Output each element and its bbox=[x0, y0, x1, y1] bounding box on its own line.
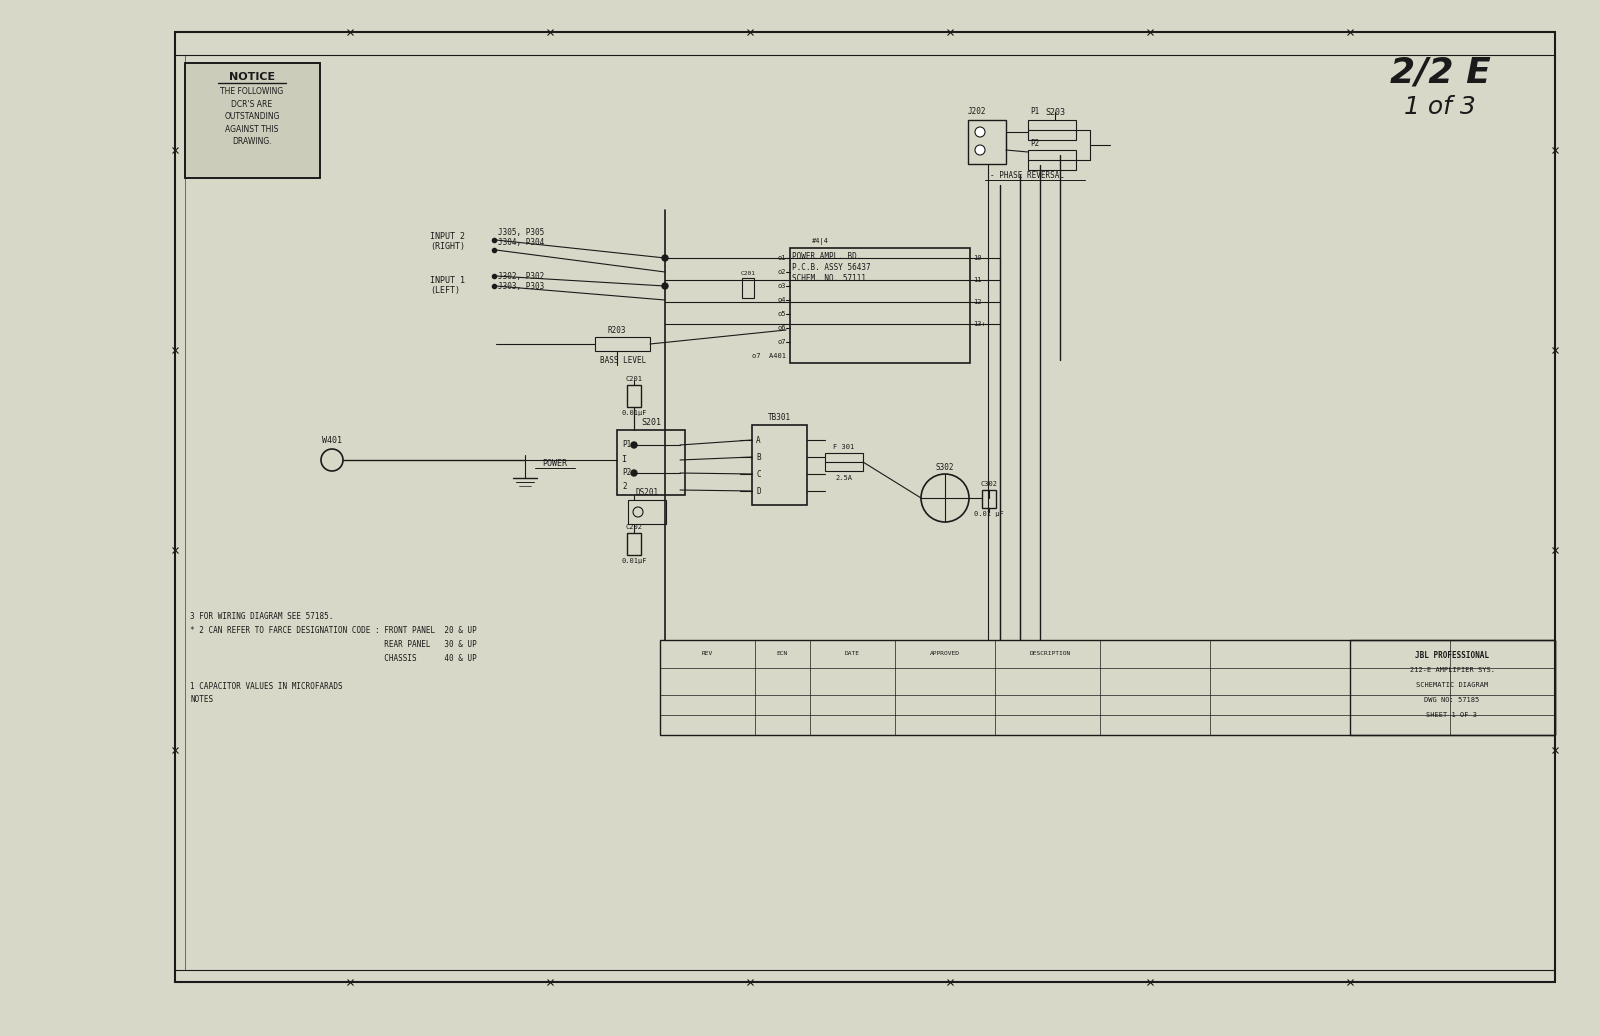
Text: 2.5A: 2.5A bbox=[835, 474, 853, 481]
Bar bbox=[742, 278, 754, 298]
Text: 12: 12 bbox=[973, 299, 981, 305]
Text: I: I bbox=[621, 455, 627, 464]
Text: JBL PROFESSIONAL: JBL PROFESSIONAL bbox=[1414, 651, 1490, 660]
Text: o2: o2 bbox=[778, 269, 786, 275]
Text: J304, P304: J304, P304 bbox=[498, 238, 544, 247]
Circle shape bbox=[662, 283, 669, 289]
Text: P2: P2 bbox=[622, 468, 632, 477]
Text: 13+: 13+ bbox=[973, 321, 986, 327]
Bar bbox=[1027, 150, 1075, 170]
Text: S203: S203 bbox=[1045, 108, 1066, 117]
Text: REV: REV bbox=[701, 651, 712, 656]
Text: THE FOLLOWING
DCR'S ARE
OUTSTANDING
AGAINST THIS
DRAWING.: THE FOLLOWING DCR'S ARE OUTSTANDING AGAI… bbox=[221, 87, 283, 146]
Bar bbox=[1350, 640, 1555, 735]
Text: POWER: POWER bbox=[542, 459, 568, 467]
Bar bbox=[968, 120, 1006, 164]
Bar bbox=[752, 425, 806, 505]
Text: S201: S201 bbox=[642, 418, 661, 427]
Text: C201: C201 bbox=[626, 376, 643, 382]
Text: o7  A401: o7 A401 bbox=[752, 353, 786, 359]
Bar bbox=[826, 453, 862, 471]
Text: 1 of 3: 1 of 3 bbox=[1405, 95, 1475, 119]
Text: DS201: DS201 bbox=[635, 488, 659, 497]
Text: 0.01 μF: 0.01 μF bbox=[974, 511, 1003, 517]
Text: 3 FOR WIRING DIAGRAM SEE 57185.
* 2 CAN REFER TO FARCE DESIGNATION CODE : FRONT : 3 FOR WIRING DIAGRAM SEE 57185. * 2 CAN … bbox=[190, 612, 477, 704]
Text: J303, P303: J303, P303 bbox=[498, 282, 544, 291]
Text: DATE: DATE bbox=[845, 651, 859, 656]
Circle shape bbox=[662, 255, 669, 261]
Bar bbox=[186, 63, 320, 178]
Text: C302: C302 bbox=[981, 481, 997, 487]
Text: o6: o6 bbox=[778, 325, 786, 330]
Text: o3: o3 bbox=[778, 283, 786, 289]
Text: J202: J202 bbox=[968, 107, 987, 116]
Text: S302: S302 bbox=[936, 463, 954, 472]
Text: B: B bbox=[757, 453, 760, 461]
Text: NOTICE: NOTICE bbox=[229, 71, 275, 82]
Text: #4|4: #4|4 bbox=[811, 238, 829, 244]
Text: 212-E AMPLIFIER SYS.: 212-E AMPLIFIER SYS. bbox=[1410, 667, 1494, 673]
Text: J302, P302: J302, P302 bbox=[498, 272, 544, 281]
Bar bbox=[629, 500, 666, 524]
Bar bbox=[627, 385, 642, 407]
Text: 2: 2 bbox=[622, 482, 627, 491]
Text: P1: P1 bbox=[622, 440, 632, 449]
Bar bbox=[790, 248, 970, 363]
Bar bbox=[1027, 120, 1075, 140]
Bar bbox=[627, 533, 642, 555]
Text: BASS LEVEL: BASS LEVEL bbox=[600, 356, 646, 365]
Text: DESCRIPTION: DESCRIPTION bbox=[1029, 651, 1070, 656]
Text: o4: o4 bbox=[778, 297, 786, 303]
Text: POWER AMPL. BD.: POWER AMPL. BD. bbox=[792, 252, 861, 261]
Text: INPUT 2: INPUT 2 bbox=[430, 232, 466, 241]
Text: - PHASE REVERSAL: - PHASE REVERSAL bbox=[990, 171, 1064, 179]
Text: (RIGHT): (RIGHT) bbox=[430, 242, 466, 251]
Text: SHEET 1 OF 3: SHEET 1 OF 3 bbox=[1427, 712, 1477, 718]
Text: TB301: TB301 bbox=[768, 413, 790, 422]
Text: P1: P1 bbox=[1030, 107, 1040, 116]
Text: C202: C202 bbox=[626, 524, 643, 530]
Text: J305, P305: J305, P305 bbox=[498, 228, 544, 237]
Bar bbox=[174, 32, 1555, 982]
Circle shape bbox=[974, 127, 986, 137]
Text: 10: 10 bbox=[973, 255, 981, 261]
Text: D: D bbox=[757, 487, 760, 495]
Text: SCHEMATIC DIAGRAM: SCHEMATIC DIAGRAM bbox=[1416, 682, 1488, 688]
Text: (LEFT): (LEFT) bbox=[430, 286, 461, 295]
Text: 2/2 E: 2/2 E bbox=[1390, 55, 1490, 89]
Bar bbox=[186, 55, 1555, 970]
Text: P2: P2 bbox=[1030, 139, 1040, 148]
Text: A: A bbox=[757, 435, 760, 444]
Circle shape bbox=[630, 442, 637, 448]
Text: SCHEM. NO. 57111: SCHEM. NO. 57111 bbox=[792, 274, 866, 283]
Text: W401: W401 bbox=[322, 436, 342, 445]
Text: o5: o5 bbox=[778, 311, 786, 317]
Bar bbox=[661, 640, 1555, 735]
Text: 0.01μF: 0.01μF bbox=[621, 410, 646, 416]
Text: C201: C201 bbox=[741, 271, 755, 276]
Text: F 301: F 301 bbox=[834, 444, 854, 450]
Text: APPROVED: APPROVED bbox=[930, 651, 960, 656]
Text: o1: o1 bbox=[778, 255, 786, 261]
Text: C: C bbox=[757, 469, 760, 479]
Text: INPUT 1: INPUT 1 bbox=[430, 276, 466, 285]
Bar bbox=[186, 63, 320, 178]
Text: 11: 11 bbox=[973, 277, 981, 283]
Text: 0.01μF: 0.01μF bbox=[621, 558, 646, 564]
Text: P.C.B. ASSY 56437: P.C.B. ASSY 56437 bbox=[792, 263, 870, 272]
Text: ECN: ECN bbox=[776, 651, 787, 656]
Bar bbox=[595, 337, 650, 351]
Circle shape bbox=[974, 145, 986, 155]
Text: R203: R203 bbox=[608, 326, 626, 335]
Circle shape bbox=[630, 470, 637, 476]
Bar bbox=[982, 490, 995, 508]
Text: o7: o7 bbox=[778, 339, 786, 345]
Bar bbox=[618, 430, 685, 495]
Text: DWG NO: 57185: DWG NO: 57185 bbox=[1424, 697, 1480, 703]
